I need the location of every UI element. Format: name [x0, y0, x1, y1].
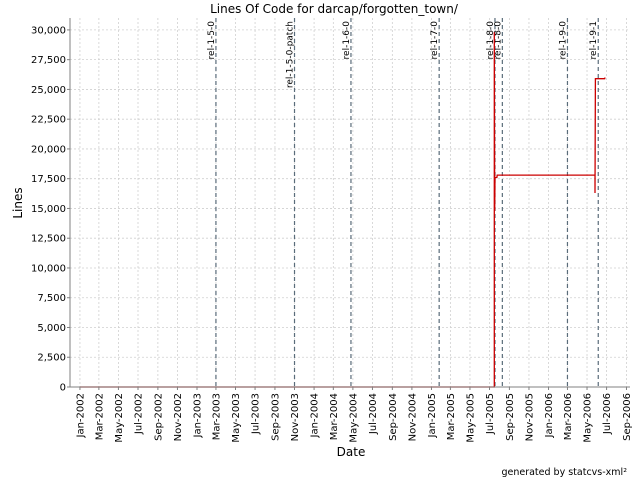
x-tick-label: Sep-2006 [622, 393, 633, 441]
y-tick-label: 30,000 [31, 25, 66, 36]
x-tick-label: Jul-2004 [368, 393, 379, 435]
x-tick-label: Nov-2005 [524, 393, 535, 441]
release-marker-label: rel-1-5-0 [207, 21, 217, 60]
release-marker-label: rel-1-9-0 [558, 21, 568, 60]
x-tick-label: May-2004 [348, 393, 359, 443]
series [79, 32, 606, 388]
y-tick-label: 10,000 [31, 263, 66, 274]
x-tick-label: Mar-2003 [211, 393, 222, 440]
plot-area [70, 18, 630, 387]
x-tick-label: Nov-2002 [173, 393, 184, 441]
y-tick-label: 15,000 [31, 204, 66, 215]
generated-by-credit: generated by statcvs-xml² [501, 467, 627, 478]
x-tick-label: May-2003 [231, 393, 242, 443]
x-tick-label: Jul-2003 [251, 393, 262, 435]
x-tick-label: Jul-2005 [485, 393, 496, 435]
x-axis-label: Date [337, 445, 366, 459]
x-tick-label: May-2006 [583, 393, 594, 443]
x-tick-label: Jan-2005 [427, 393, 438, 438]
x-tick-label: Mar-2002 [94, 393, 105, 440]
x-tick-label: May-2002 [114, 393, 125, 443]
y-tick-label: 27,500 [31, 55, 66, 66]
x-tick-label: Mar-2006 [563, 393, 574, 440]
y-tick-label: 5,000 [37, 323, 66, 334]
release-marker-label: rel-1-6-0 [342, 21, 352, 60]
x-tick-label: Jan-2004 [310, 393, 321, 438]
x-tick-label: Jan-2006 [544, 393, 555, 438]
x-tick-label: May-2005 [465, 393, 476, 443]
x-tick-label: Sep-2003 [270, 393, 281, 441]
x-tick-label: Sep-2004 [388, 393, 399, 441]
release-marker-label: rel-1-7-0 [430, 21, 440, 60]
y-tick-label: 12,500 [31, 234, 66, 245]
y-tick-label: 20,000 [31, 144, 66, 155]
x-tick-label: Jul-2002 [133, 393, 144, 435]
axes: 0 2,500 5,000 7,500 10,000 12,500 15,000 17,500… [31, 18, 633, 443]
release-marker-label: rel-1-8-0 [493, 21, 503, 60]
y-axis-label: Lines [11, 187, 25, 218]
loc-series-line [79, 32, 606, 388]
x-tick-label: Sep-2002 [153, 393, 164, 441]
y-tick-label: 2,500 [37, 353, 66, 364]
x-tick-label: Mar-2004 [329, 393, 340, 440]
y-tick-label: 0 [60, 383, 66, 394]
x-tick-label: Jan-2002 [75, 393, 86, 438]
x-tick-label: Nov-2003 [290, 393, 301, 441]
y-tick-label: 22,500 [31, 115, 66, 126]
y-tick-label: 25,000 [31, 85, 66, 96]
x-tick-label: Nov-2004 [407, 393, 418, 441]
y-tick-label: 7,500 [37, 293, 66, 304]
y-tick-label: 17,500 [31, 174, 66, 185]
release-marker-label: rel-1-9-1 [589, 21, 599, 59]
x-tick-label: Mar-2005 [446, 393, 457, 440]
x-tick-label: Jul-2006 [602, 393, 613, 435]
chart-title: Lines Of Code for darcap/forgotten_town/ [210, 2, 459, 16]
release-marker-label: rel-1-5-0-patch [286, 21, 296, 88]
x-tick-label: Jan-2003 [193, 393, 204, 438]
release-marker-label: rel-1-8-0 [486, 21, 496, 60]
grid [70, 18, 630, 387]
x-tick-label: Sep-2005 [505, 393, 516, 441]
